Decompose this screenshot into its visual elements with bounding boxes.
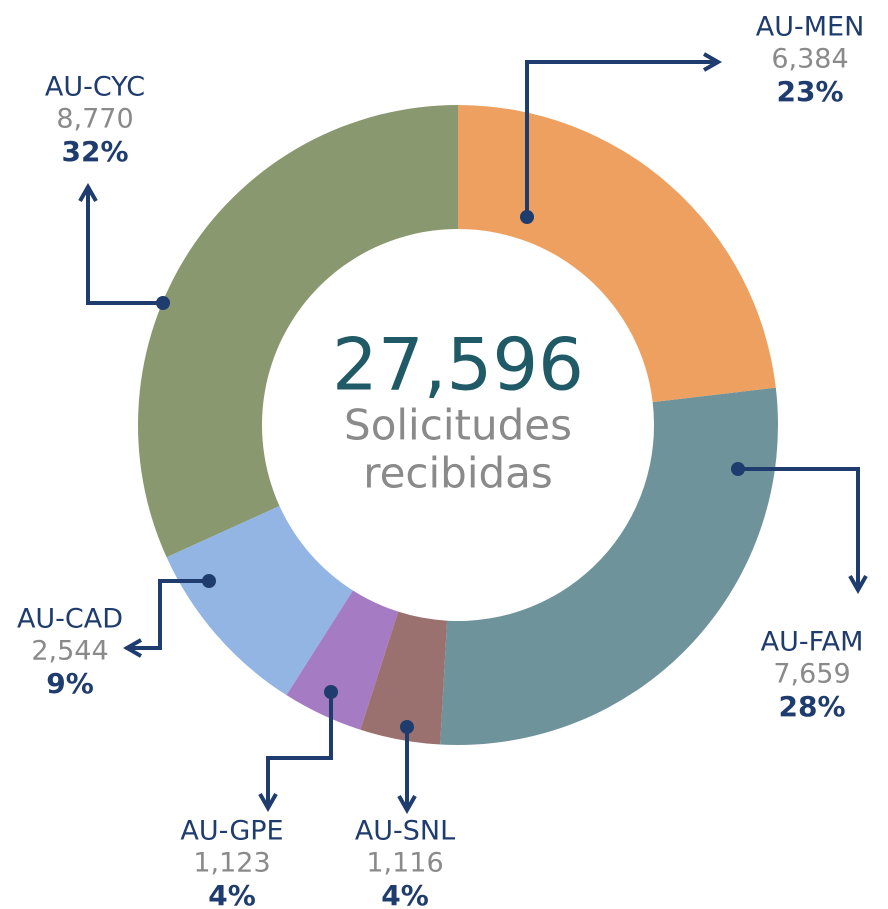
segment-value: 8,770	[56, 104, 133, 135]
segment-name: AU-GPE	[180, 816, 283, 847]
donut-segment	[286, 590, 399, 730]
segment-name: AU-MEN	[756, 12, 865, 43]
segment-percent: 28%	[778, 690, 845, 723]
segment-percent: 23%	[776, 75, 843, 108]
segment-value: 1,123	[193, 848, 270, 879]
leader-line	[78, 182, 163, 305]
leader-dot	[400, 720, 414, 734]
donut-segment	[137, 105, 458, 558]
center-value: 27,596	[332, 323, 584, 407]
segment-value: 1,116	[366, 848, 443, 879]
donut-segment	[440, 387, 778, 745]
leader-line	[258, 692, 333, 813]
donut-segment	[166, 505, 353, 696]
segment-name: AU-FAM	[761, 627, 864, 658]
center-label: recibidas	[363, 449, 553, 498]
segment-name: AU-CYC	[45, 72, 145, 103]
leader-line	[738, 467, 868, 595]
segment-name: AU-CAD	[17, 604, 123, 635]
segment-percent: 32%	[61, 135, 128, 168]
segment-percent: 4%	[208, 879, 256, 909]
segment-value: 6,384	[771, 44, 848, 75]
leader-dot	[520, 210, 534, 224]
center-label: Solicitudes	[344, 401, 572, 450]
leader-line	[525, 52, 723, 217]
donut-segment	[360, 611, 448, 745]
segment-value: 7,659	[773, 659, 850, 690]
segment-percent: 4%	[381, 879, 429, 909]
leader-dot	[156, 296, 170, 310]
leader-dot	[324, 685, 338, 699]
donut-segment	[458, 105, 776, 403]
segment-name: AU-SNL	[355, 816, 455, 847]
segment-value: 2,544	[31, 636, 108, 667]
leader-dot	[731, 462, 745, 476]
segment-percent: 9%	[46, 667, 94, 700]
leader-dot	[202, 574, 216, 588]
leader-line	[122, 579, 209, 658]
